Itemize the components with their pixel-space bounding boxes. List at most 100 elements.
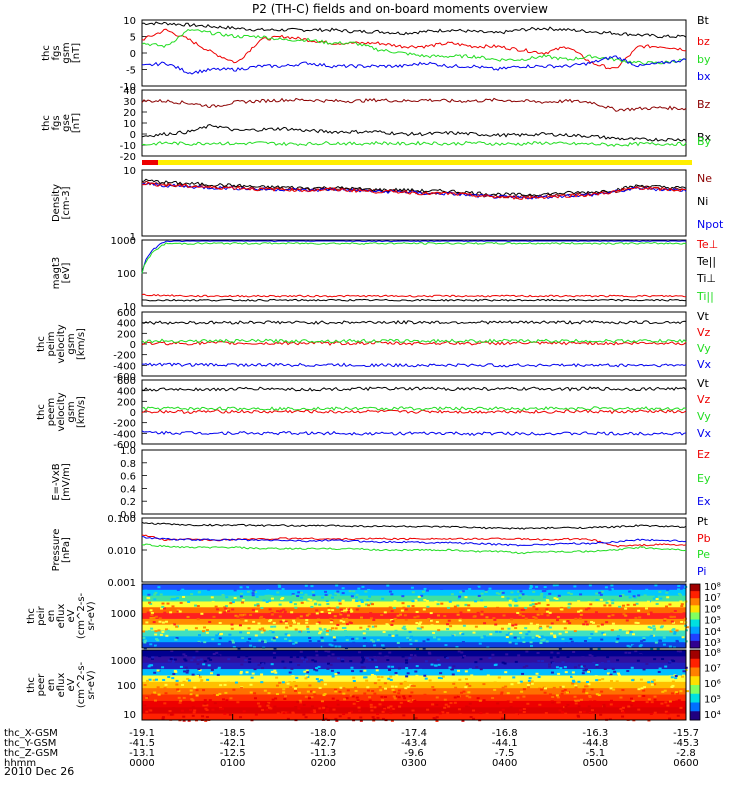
heatmap-cell (165, 620, 169, 623)
heatmap-cell (305, 658, 309, 661)
heatmap-cell (240, 663, 244, 666)
heatmap-cell (621, 715, 625, 718)
heatmap-cell (606, 672, 610, 675)
heatmap-cell (652, 628, 656, 631)
heatmap-cell (543, 590, 547, 593)
heatmap-cell (327, 609, 331, 612)
heatmap-cell (417, 595, 421, 598)
heatmap-cell (162, 678, 166, 681)
heatmap-cell (607, 615, 611, 618)
heatmap-cell (322, 645, 326, 648)
heatmap-cell (603, 667, 607, 670)
heatmap-cell (142, 636, 146, 639)
heatmap-cell (524, 627, 528, 630)
heatmap-cell (464, 603, 468, 606)
heatmap-cell (163, 607, 167, 610)
heatmap-cell (410, 635, 414, 638)
heatmap-cell (457, 597, 461, 600)
heatmap-cell (297, 622, 301, 625)
heatmap-cell (385, 623, 389, 626)
heatmap-cell (399, 682, 403, 685)
heatmap-cell (289, 686, 293, 689)
heatmap-cell (587, 607, 591, 610)
heatmap-cell (249, 691, 253, 694)
heatmap-cell (587, 705, 591, 708)
heatmap-cell (407, 700, 411, 703)
heatmap-cell (362, 666, 366, 669)
heatmap-cell (313, 660, 317, 663)
heatmap-cell (505, 653, 509, 656)
heatmap-cell (594, 611, 598, 614)
heatmap-cell (341, 599, 345, 602)
ylabel-line: thc (36, 404, 47, 420)
heatmap-cell (468, 684, 472, 687)
heatmap-cell (519, 631, 523, 634)
heatmap-cell (397, 696, 401, 699)
heatmap-cell (532, 590, 536, 593)
heatmap-cell (292, 642, 296, 645)
heatmap-cell (322, 694, 326, 697)
time-axis-footer: thc_X-GSM -19.1 -18.5 -18.0 -17.4 -16.8 -16.3-… (4, 714, 699, 769)
heatmap-cell (340, 611, 344, 614)
heatmap-cell (587, 670, 591, 673)
heatmap-cell (571, 679, 575, 682)
heatmap-cell (557, 594, 561, 597)
heatmap-cell (440, 677, 444, 680)
heatmap-cell (166, 629, 170, 632)
heatmap-cell (398, 705, 402, 708)
heatmap-cell (479, 712, 483, 715)
heatmap-cell (575, 644, 579, 647)
heatmap-cell (538, 625, 542, 628)
ytick-label: 0 (130, 408, 136, 419)
heatmap-cell (652, 679, 656, 682)
legend-entry: bz (697, 35, 710, 48)
heatmap-cell (522, 666, 526, 669)
heatmap-cell (352, 702, 356, 705)
heatmap-cell (392, 653, 396, 656)
heatmap-cell (518, 709, 522, 712)
heatmap-cell (320, 636, 324, 639)
heatmap-cell (239, 592, 243, 595)
heatmap-cell (540, 688, 544, 691)
heatmap-cell (569, 592, 573, 595)
heatmap-cell (274, 671, 278, 674)
heatmap-cell (540, 635, 544, 638)
heatmap-cell (661, 690, 665, 693)
heatmap-cell (514, 660, 518, 663)
series-line (141, 430, 687, 437)
heatmap-cell (595, 598, 599, 601)
heatmap-cell (311, 591, 315, 594)
heatmap-cell (596, 625, 600, 628)
heatmap-cell (366, 628, 370, 631)
heatmap-cell (390, 623, 394, 626)
heatmap-cell (253, 668, 257, 671)
ylabel-line: gsm (66, 333, 77, 354)
heatmap-cell (250, 586, 254, 589)
heatmap-cell (573, 630, 577, 633)
heatmap-cell (624, 614, 628, 617)
heatmap-cell (382, 709, 386, 712)
heatmap-cell (628, 645, 632, 648)
heatmap-cell (529, 622, 533, 625)
heatmap-cell (668, 645, 672, 648)
heatmap-cell (324, 705, 328, 708)
heatmap-cell (676, 714, 680, 717)
heatmap-cell (150, 627, 154, 630)
heatmap-cell (262, 618, 266, 621)
heatmap-cell (405, 661, 409, 664)
heatmap-cell (361, 585, 365, 588)
heatmap-cell (599, 713, 603, 716)
heatmap-cell (373, 659, 377, 662)
heatmap-cell (633, 603, 637, 606)
heatmap-cell (637, 594, 641, 597)
heatmap-cell (364, 676, 368, 679)
heatmap-cell (406, 686, 410, 689)
heatmap-cell (240, 686, 244, 689)
heatmap-cell (338, 690, 342, 693)
heatmap-cell (500, 717, 504, 720)
heatmap-cell (567, 662, 571, 665)
heatmap-cell (279, 609, 283, 612)
heatmap-cell (182, 715, 186, 718)
heatmap-cell (351, 695, 355, 698)
ytick-label: 0.2 (120, 497, 136, 508)
